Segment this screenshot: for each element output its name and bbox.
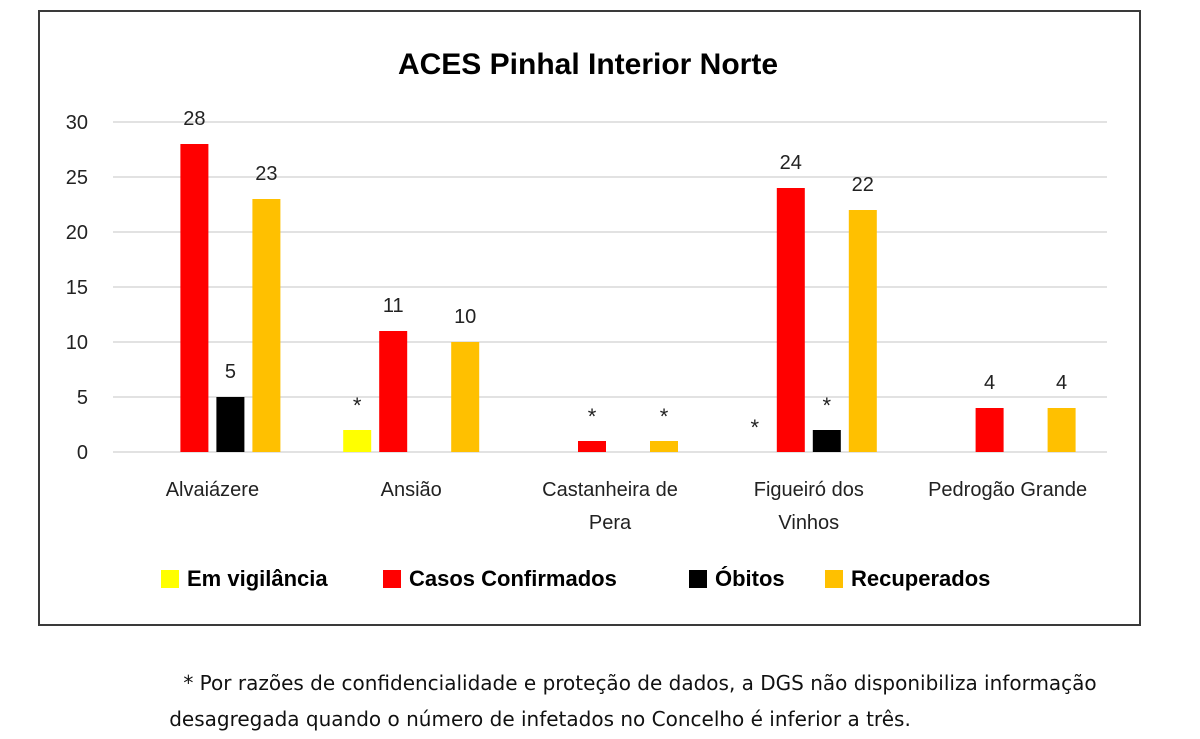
bar-chart: ACES Pinhal Interior Norte 0 5 10 15 20 25 30 28… [66, 48, 1107, 591]
x-tick-label: Vinhos [778, 512, 839, 534]
bar-recuperados [451, 342, 480, 452]
data-label: 11 [383, 295, 404, 317]
legend-swatch [689, 570, 707, 588]
legend-swatch [383, 570, 401, 588]
bar-recuperados [650, 441, 678, 452]
data-label: * [588, 404, 597, 429]
bar-casos-confirmados [180, 144, 209, 452]
legend-label: Recuperados [851, 566, 990, 591]
chart-title: ACES Pinhal Interior Norte [398, 48, 778, 81]
bar-em-vigilância [343, 430, 372, 452]
data-label: 23 [255, 163, 277, 185]
bar-recuperados [1047, 408, 1076, 452]
legend-label: Em vigilância [187, 566, 328, 591]
legend-swatch [825, 570, 843, 588]
x-tick-label: Ansião [381, 479, 442, 501]
y-tick-label: 15 [66, 277, 88, 299]
y-tick-label: 25 [66, 167, 88, 189]
bar-recuperados [252, 199, 281, 452]
x-tick-label: Figueiró dos [754, 479, 864, 501]
x-tick-label: Pedrogão Grande [928, 479, 1087, 501]
bar-óbitos [812, 430, 841, 452]
data-label: 24 [780, 152, 802, 174]
data-label: 4 [984, 372, 995, 394]
bar-casos-confirmados [975, 408, 1004, 452]
data-label: * [751, 415, 760, 440]
bar-casos-confirmados [578, 441, 606, 452]
legend-label: Óbitos [715, 566, 785, 591]
data-label: * [660, 404, 669, 429]
bar-casos-confirmados [379, 331, 408, 452]
bar-óbitos [216, 397, 245, 452]
data-label: 5 [225, 361, 236, 383]
y-tick-label: 30 [66, 112, 88, 134]
legend-label: Casos Confirmados [409, 566, 617, 591]
data-label: 10 [454, 306, 476, 328]
legend-swatch [161, 570, 179, 588]
data-label: 22 [852, 174, 874, 196]
footnote-line-1: * Por razões de confidencialidade e prot… [183, 671, 1097, 695]
footnote-line-2: desagregada quando o número de infetados… [169, 707, 911, 731]
x-tick-label: Castanheira de [542, 479, 678, 501]
y-tick-label: 0 [77, 442, 88, 464]
chart-frame: ACES Pinhal Interior Norte 0 5 10 15 20 25 30 28… [38, 10, 1141, 626]
y-tick-label: 20 [66, 222, 88, 244]
y-tick-label: 10 [66, 332, 88, 354]
data-label: 4 [1056, 372, 1067, 394]
x-tick-label: Alvaiázere [166, 479, 259, 501]
data-label: * [823, 393, 832, 418]
data-label: 28 [183, 108, 205, 130]
data-label: * [353, 393, 362, 418]
x-tick-label: Pera [589, 512, 632, 534]
bar-casos-confirmados [776, 188, 805, 452]
bar-recuperados [848, 210, 877, 452]
y-tick-label: 5 [77, 387, 88, 409]
